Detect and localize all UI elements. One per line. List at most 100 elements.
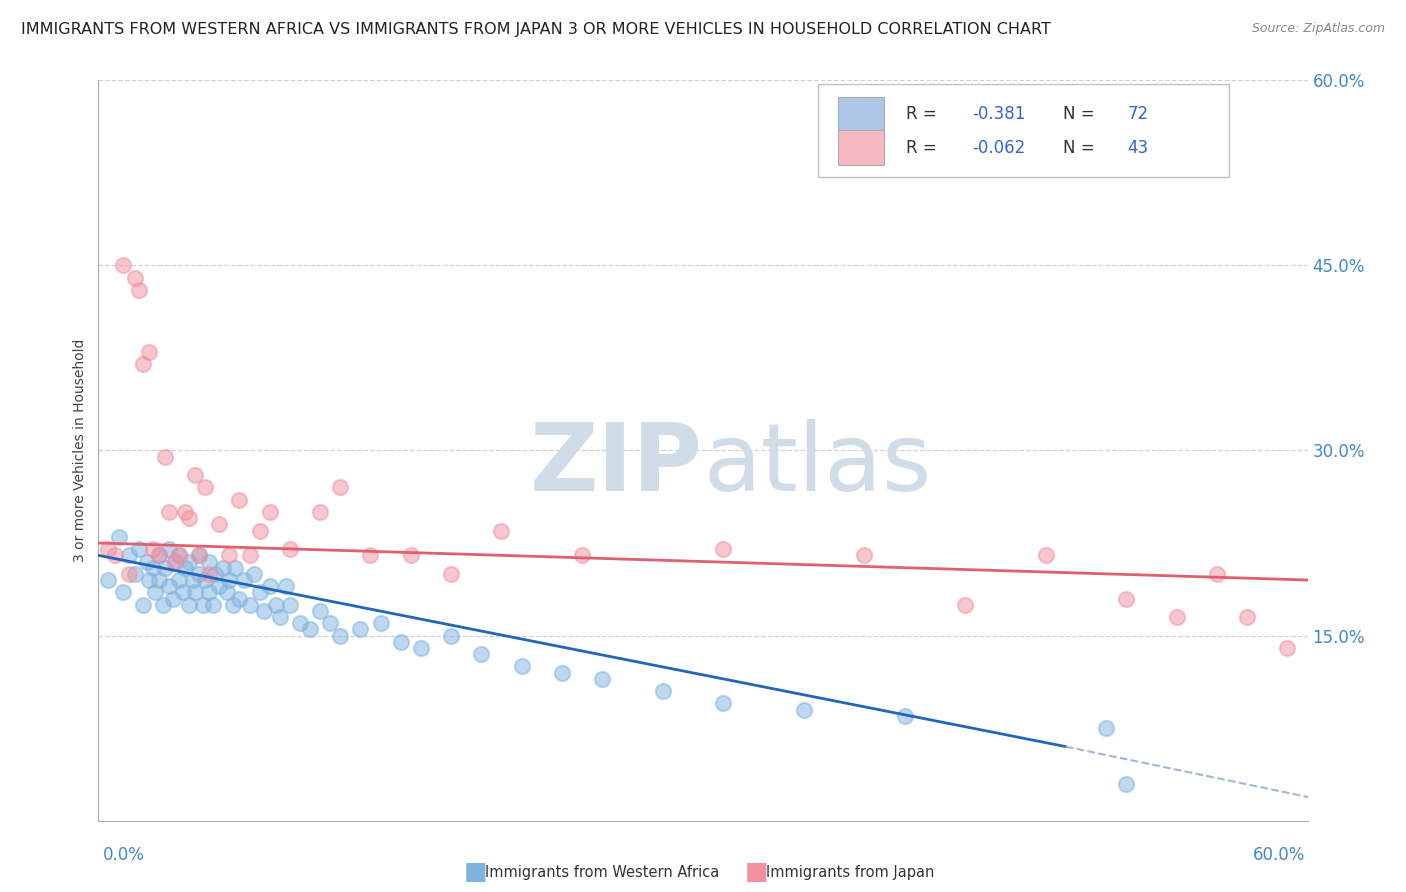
Point — [319, 616, 342, 631]
Point — [551, 665, 574, 680]
Point — [193, 598, 215, 612]
Point — [198, 585, 221, 599]
Point — [198, 566, 221, 581]
Point — [138, 344, 160, 359]
Point — [953, 598, 976, 612]
Point — [228, 591, 250, 606]
Text: Source: ZipAtlas.com: Source: ZipAtlas.com — [1251, 22, 1385, 36]
Point — [389, 634, 412, 648]
Text: ■: ■ — [745, 861, 769, 884]
Point — [239, 598, 262, 612]
Point — [399, 549, 422, 563]
Point — [1115, 591, 1137, 606]
Text: Immigrants from Western Africa: Immigrants from Western Africa — [485, 865, 720, 880]
Point — [194, 573, 217, 587]
Point — [148, 549, 170, 563]
Point — [264, 598, 287, 612]
Point — [167, 549, 190, 563]
Text: IMMIGRANTS FROM WESTERN AFRICA VS IMMIGRANTS FROM JAPAN 3 OR MORE VEHICLES IN HO: IMMIGRANTS FROM WESTERN AFRICA VS IMMIGR… — [21, 22, 1050, 37]
Point — [491, 524, 513, 538]
Text: N =: N = — [1063, 138, 1101, 157]
Point — [163, 555, 186, 569]
Point — [711, 542, 734, 557]
Point — [274, 579, 297, 593]
Text: atlas: atlas — [703, 419, 931, 511]
Point — [138, 573, 160, 587]
Point — [1206, 566, 1229, 581]
Point — [184, 468, 207, 483]
Point — [1236, 610, 1258, 624]
Point — [893, 708, 915, 723]
Point — [370, 616, 392, 631]
Point — [217, 585, 239, 599]
Point — [309, 604, 332, 618]
Point — [143, 585, 166, 599]
Point — [249, 585, 271, 599]
Text: 43: 43 — [1128, 138, 1149, 157]
Point — [188, 549, 211, 563]
Point — [163, 555, 186, 569]
Point — [228, 492, 250, 507]
Point — [132, 357, 155, 371]
Point — [152, 598, 174, 612]
Point — [188, 549, 211, 563]
Text: ■: ■ — [464, 861, 488, 884]
Point — [97, 573, 120, 587]
Point — [111, 585, 134, 599]
Point — [128, 283, 150, 297]
Point — [204, 566, 226, 581]
Point — [711, 697, 734, 711]
Point — [510, 659, 533, 673]
Point — [242, 566, 264, 581]
Point — [111, 258, 134, 272]
Point — [167, 549, 190, 563]
Point — [124, 270, 146, 285]
Point — [179, 598, 201, 612]
Point — [118, 549, 141, 563]
Text: -0.381: -0.381 — [973, 105, 1026, 123]
Point — [232, 573, 254, 587]
Point — [194, 480, 217, 494]
Point — [172, 585, 194, 599]
Text: R =: R = — [905, 138, 942, 157]
Point — [299, 623, 322, 637]
Point — [103, 549, 125, 563]
Point — [1095, 721, 1118, 735]
Point — [153, 450, 176, 464]
Text: ZIP: ZIP — [530, 419, 703, 511]
Text: -0.062: -0.062 — [973, 138, 1026, 157]
Point — [793, 703, 815, 717]
Point — [118, 566, 141, 581]
Point — [253, 604, 276, 618]
Text: 0.0%: 0.0% — [103, 846, 145, 863]
Point — [360, 549, 382, 563]
Point — [222, 598, 245, 612]
Point — [1277, 640, 1299, 655]
Point — [409, 640, 432, 655]
Point — [97, 542, 120, 557]
Text: 72: 72 — [1128, 105, 1149, 123]
Text: Immigrants from Japan: Immigrants from Japan — [766, 865, 935, 880]
Point — [853, 549, 876, 563]
Point — [162, 591, 184, 606]
Point — [591, 672, 613, 686]
Point — [1166, 610, 1188, 624]
Point — [278, 542, 301, 557]
Point — [651, 684, 673, 698]
Point — [329, 480, 352, 494]
Point — [218, 573, 240, 587]
Point — [470, 647, 492, 661]
Point — [128, 542, 150, 557]
Point — [349, 623, 371, 637]
Point — [259, 579, 281, 593]
Point — [224, 560, 246, 574]
Point — [135, 555, 157, 569]
Point — [1035, 549, 1057, 563]
Point — [148, 549, 170, 563]
FancyBboxPatch shape — [838, 96, 884, 132]
Point — [179, 555, 201, 569]
Point — [157, 542, 180, 557]
Point — [181, 573, 204, 587]
Point — [218, 549, 240, 563]
Point — [1115, 776, 1137, 791]
